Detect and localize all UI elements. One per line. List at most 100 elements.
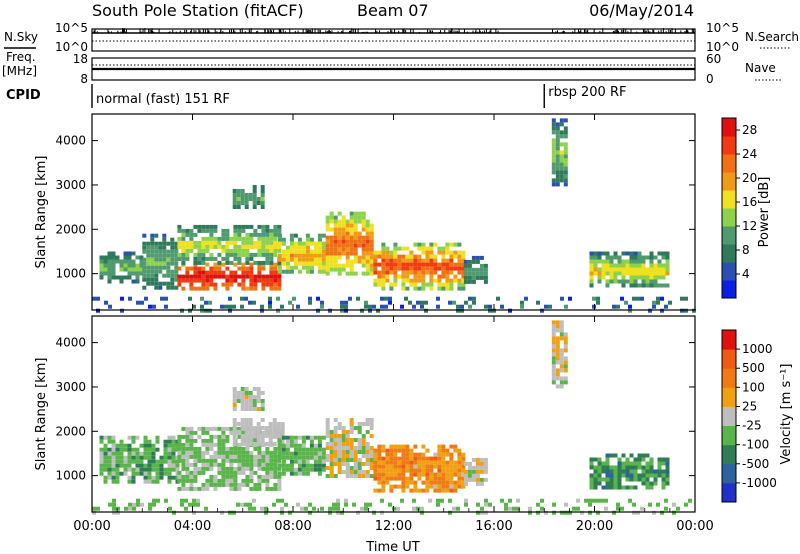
heatmap-cell [205, 256, 210, 261]
heatmap-cell [345, 263, 350, 268]
heatmap-cell [401, 464, 406, 469]
heatmap-cell [325, 442, 330, 446]
heatmap-cell [357, 450, 362, 454]
heatmap-cell [564, 502, 568, 507]
heatmap-cell [265, 466, 270, 471]
heatmap-cell [471, 275, 476, 280]
heatmap-cell [357, 474, 362, 478]
heatmap-cell [205, 236, 210, 241]
heatmap-cell [471, 473, 476, 478]
heatmap-cell [265, 224, 270, 229]
heatmap-cell [376, 308, 380, 313]
heatmap-cell [471, 457, 476, 462]
heatmap-cell [471, 279, 476, 284]
heatmap-cell [479, 267, 484, 272]
heatmap-cell [445, 464, 450, 469]
heatmap-cell [508, 498, 512, 503]
heatmap-cell [237, 426, 242, 431]
heatmap-cell [364, 304, 368, 309]
heatmap-cell [551, 170, 556, 175]
heatmap-cell [461, 456, 466, 461]
freq-unit-label: [MHz] [2, 64, 37, 78]
heatmap-cell [181, 286, 186, 291]
heatmap-cell [236, 391, 241, 395]
heatmap-cell [605, 263, 610, 268]
heatmap-cell [193, 266, 198, 271]
heatmap-cell [597, 267, 602, 272]
heatmap-cell [441, 282, 446, 287]
heatmap-cell [304, 506, 308, 511]
heatmap-cell [345, 247, 350, 252]
heatmap-cell [249, 286, 254, 291]
heatmap-cell [233, 224, 238, 229]
heatmap-cell [605, 469, 610, 474]
heatmap-cell [429, 250, 434, 255]
heatmap-cell [475, 469, 480, 474]
heatmap-cell [313, 253, 318, 258]
heatmap-cell [277, 478, 282, 483]
heatmap-cell [256, 430, 261, 434]
heatmap-cell [204, 506, 208, 511]
heatmap-cell [657, 259, 662, 264]
heatmap-cell [285, 249, 290, 254]
heatmap-cell [245, 224, 250, 229]
heatmap-cell [285, 451, 290, 456]
heatmap-cell [280, 438, 285, 442]
heatmap-cell [104, 300, 108, 305]
heatmap-cell [107, 467, 112, 472]
heatmap-cell [589, 259, 594, 264]
heatmap-cell [471, 267, 476, 272]
heatmap-cell [197, 286, 202, 291]
heatmap-cell [268, 442, 273, 446]
heatmap-cell [341, 430, 346, 434]
heatmap-cell [205, 248, 210, 253]
heatmap-cell [649, 271, 654, 276]
heatmap-cell [261, 224, 266, 229]
heatmap-cell [277, 253, 282, 258]
heatmap-cell [127, 255, 132, 260]
heatmap-cell [684, 502, 688, 507]
heatmap-cell [257, 274, 262, 279]
heatmap-cell [349, 454, 354, 458]
heatmap-cell [325, 259, 330, 264]
heatmap-cell [409, 468, 414, 473]
heatmap-cell [209, 240, 214, 245]
heatmap-cell [337, 247, 342, 252]
heatmap-cell [316, 308, 320, 313]
heatmap-cell [445, 258, 450, 263]
heatmap-cell [142, 261, 147, 266]
heatmap-cell [150, 245, 155, 250]
heatmap-cell [143, 439, 148, 444]
heatmap-cell [475, 457, 480, 462]
heatmap-cell [668, 300, 672, 305]
heatmap-cell [609, 267, 614, 272]
heatmap-cell [289, 249, 294, 254]
heatmap-cell [205, 286, 210, 291]
heatmap-cell [225, 466, 230, 471]
heatmap-cell [337, 255, 342, 260]
heatmap-cell [185, 252, 190, 257]
heatmap-cell [151, 451, 156, 456]
heatmap-cell [225, 458, 230, 463]
heatmap-cell [317, 455, 322, 460]
heatmap-cell [563, 174, 568, 179]
heatmap-cell [309, 257, 314, 262]
heatmap-cell [657, 275, 662, 280]
heatmap-cell [385, 448, 390, 453]
heatmap-cell [221, 458, 226, 463]
heatmap-cell [197, 266, 202, 271]
heatmap-cell [633, 267, 638, 272]
heatmap-cell [265, 274, 270, 279]
heatmap-cell [127, 447, 132, 452]
heatmap-cell [152, 498, 156, 503]
heatmap-cell [559, 162, 564, 167]
heatmap-cell [103, 459, 108, 464]
heatmap-cell [559, 174, 564, 179]
heatmap-cell [437, 456, 442, 461]
heatmap-cell [605, 267, 610, 272]
heatmap-cell [613, 473, 618, 478]
heatmap-cell [252, 403, 257, 407]
heatmap-cell [277, 447, 282, 452]
heatmap-cell [629, 477, 634, 482]
